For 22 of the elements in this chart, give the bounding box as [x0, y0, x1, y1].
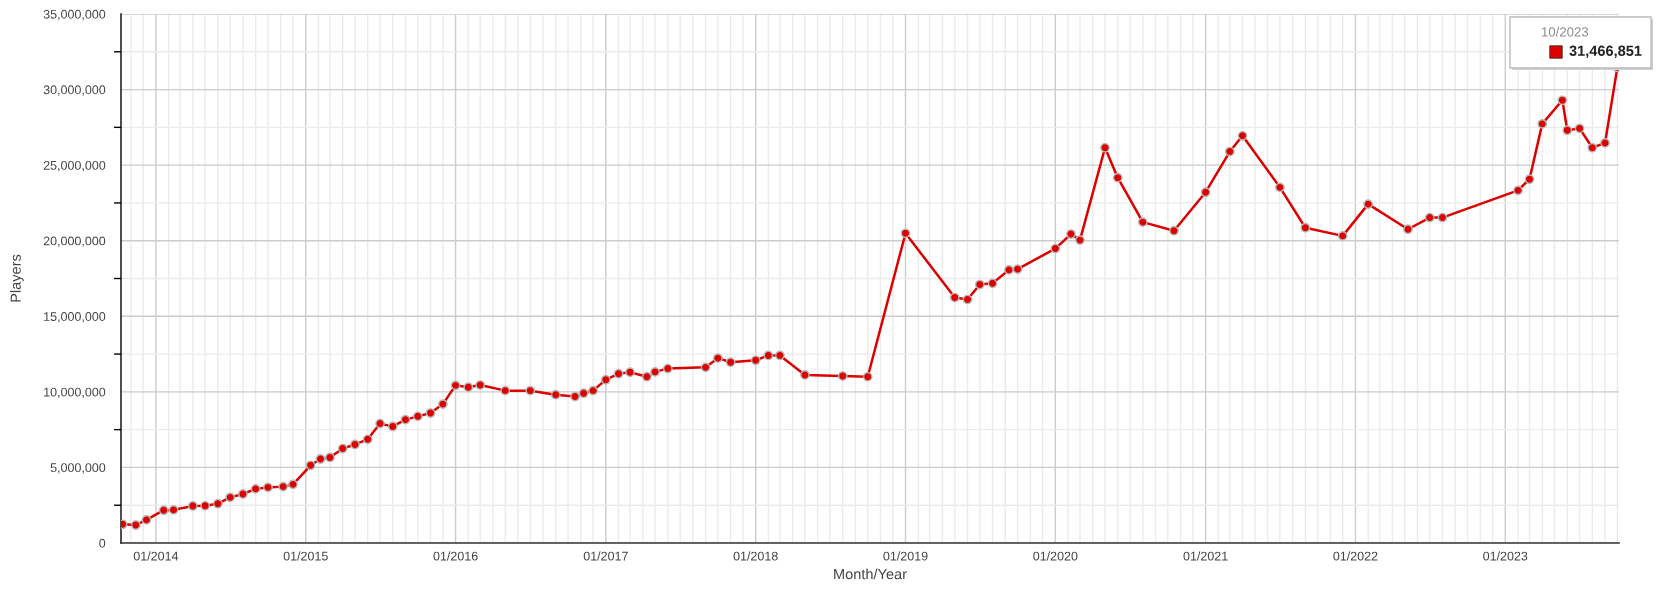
y-tick-label: 10,000,000: [44, 387, 106, 398]
y-tick-label: 5,000,000: [50, 463, 106, 474]
x-tick-label: 01/2022: [1333, 551, 1378, 561]
y-tick-label: 30,000,000: [43, 85, 106, 96]
annotation: 31,466,851: [1569, 45, 1642, 59]
y-tick-label: 20,000,000: [43, 236, 106, 247]
y-axis-title: Players: [10, 254, 24, 302]
x-tick-label: 01/2019: [883, 551, 928, 561]
x-tick-label: 01/2020: [1033, 551, 1078, 561]
annotation: 10/2023: [1542, 26, 1589, 37]
x-tick-label: 01/2014: [133, 551, 179, 561]
y-tick-label: 25,000,000: [43, 160, 106, 172]
x-tick-label: 01/2018: [733, 551, 778, 561]
y-tick-label: 15,000,000: [44, 312, 106, 323]
x-tick-label: 01/2015: [283, 551, 328, 561]
y-tick-label: 0: [99, 538, 106, 548]
x-tick-label: 01/2021: [1183, 551, 1228, 561]
x-tick-label: 01/2016: [433, 551, 478, 561]
x-axis-title: Month/Year: [834, 568, 907, 580]
x-tick-label: 01/2023: [1483, 551, 1528, 561]
x-tick-label: 01/2017: [583, 551, 628, 561]
y-tick-label: 35,000,000: [43, 9, 106, 21]
